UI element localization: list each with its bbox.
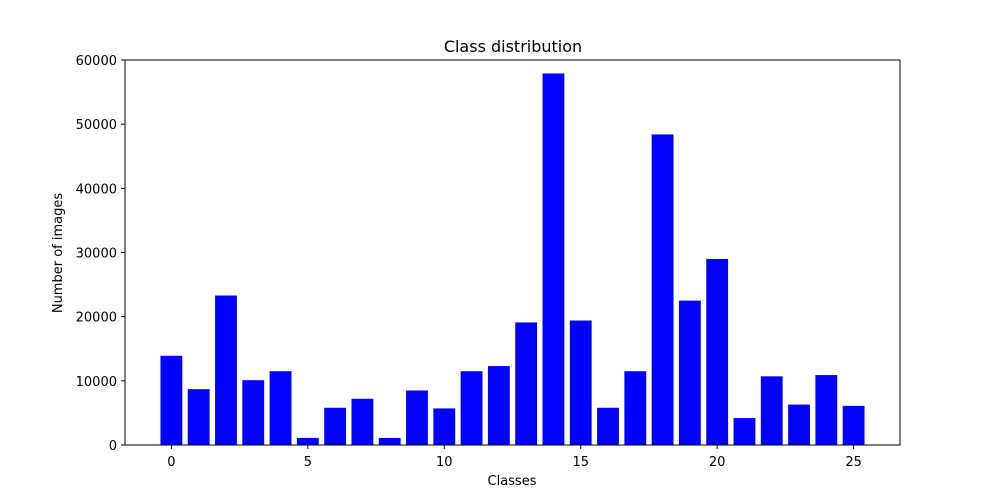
bar-class-9 [406, 390, 428, 445]
bar-class-11 [460, 371, 483, 445]
x-axis-ticks: 0 5 10 15 20 25 [167, 445, 862, 470]
bar-class-18 [651, 134, 674, 445]
y-axis-ticks: 0 10000 20000 30000 40000 50000 60000 [76, 54, 125, 454]
x-tick-label: 10 [436, 455, 453, 470]
bar-class-1 [187, 389, 210, 445]
bar-class-17 [624, 371, 647, 445]
x-axis-title: Classes [488, 474, 537, 489]
bar-class-0 [160, 355, 183, 445]
x-tick-label: 0 [167, 455, 175, 470]
bar-class-5 [296, 437, 319, 445]
y-axis-title: Number of images [51, 193, 66, 314]
bar-class-24 [815, 375, 838, 445]
bar-class-15 [569, 320, 592, 445]
bar-class-25 [842, 405, 865, 445]
x-tick-label: 25 [845, 455, 862, 470]
chart-title: Class distribution [444, 37, 582, 56]
bar-class-3 [242, 380, 265, 445]
bar-class-6 [324, 407, 347, 445]
bar-class-21 [733, 418, 756, 445]
bar-class-23 [788, 404, 810, 445]
bar-class-13 [515, 322, 538, 445]
y-tick-label: 20000 [76, 311, 117, 326]
plot-frame [124, 59, 901, 446]
y-tick-label: 10000 [76, 375, 117, 390]
y-tick-label: 50000 [76, 118, 117, 133]
bar-class-7 [351, 398, 374, 445]
bar-class-16 [597, 407, 619, 445]
bar-class-19 [678, 300, 701, 446]
bar-class-12 [487, 366, 510, 445]
bar-class-14 [542, 73, 565, 445]
y-tick-label: 0 [109, 439, 117, 454]
y-tick-label: 40000 [76, 182, 117, 197]
bar-class-4 [269, 371, 292, 445]
y-tick-label: 30000 [76, 247, 117, 262]
bars-group [160, 73, 865, 446]
bar-class-2 [215, 295, 237, 445]
x-tick-label: 15 [572, 455, 589, 470]
x-tick-label: 20 [709, 455, 726, 470]
bar-class-8 [378, 437, 401, 445]
x-tick-label: 5 [304, 455, 312, 470]
bar-class-10 [433, 408, 456, 445]
y-tick-label: 60000 [76, 54, 117, 69]
bar-class-20 [706, 258, 729, 445]
bar-class-22 [760, 376, 783, 445]
